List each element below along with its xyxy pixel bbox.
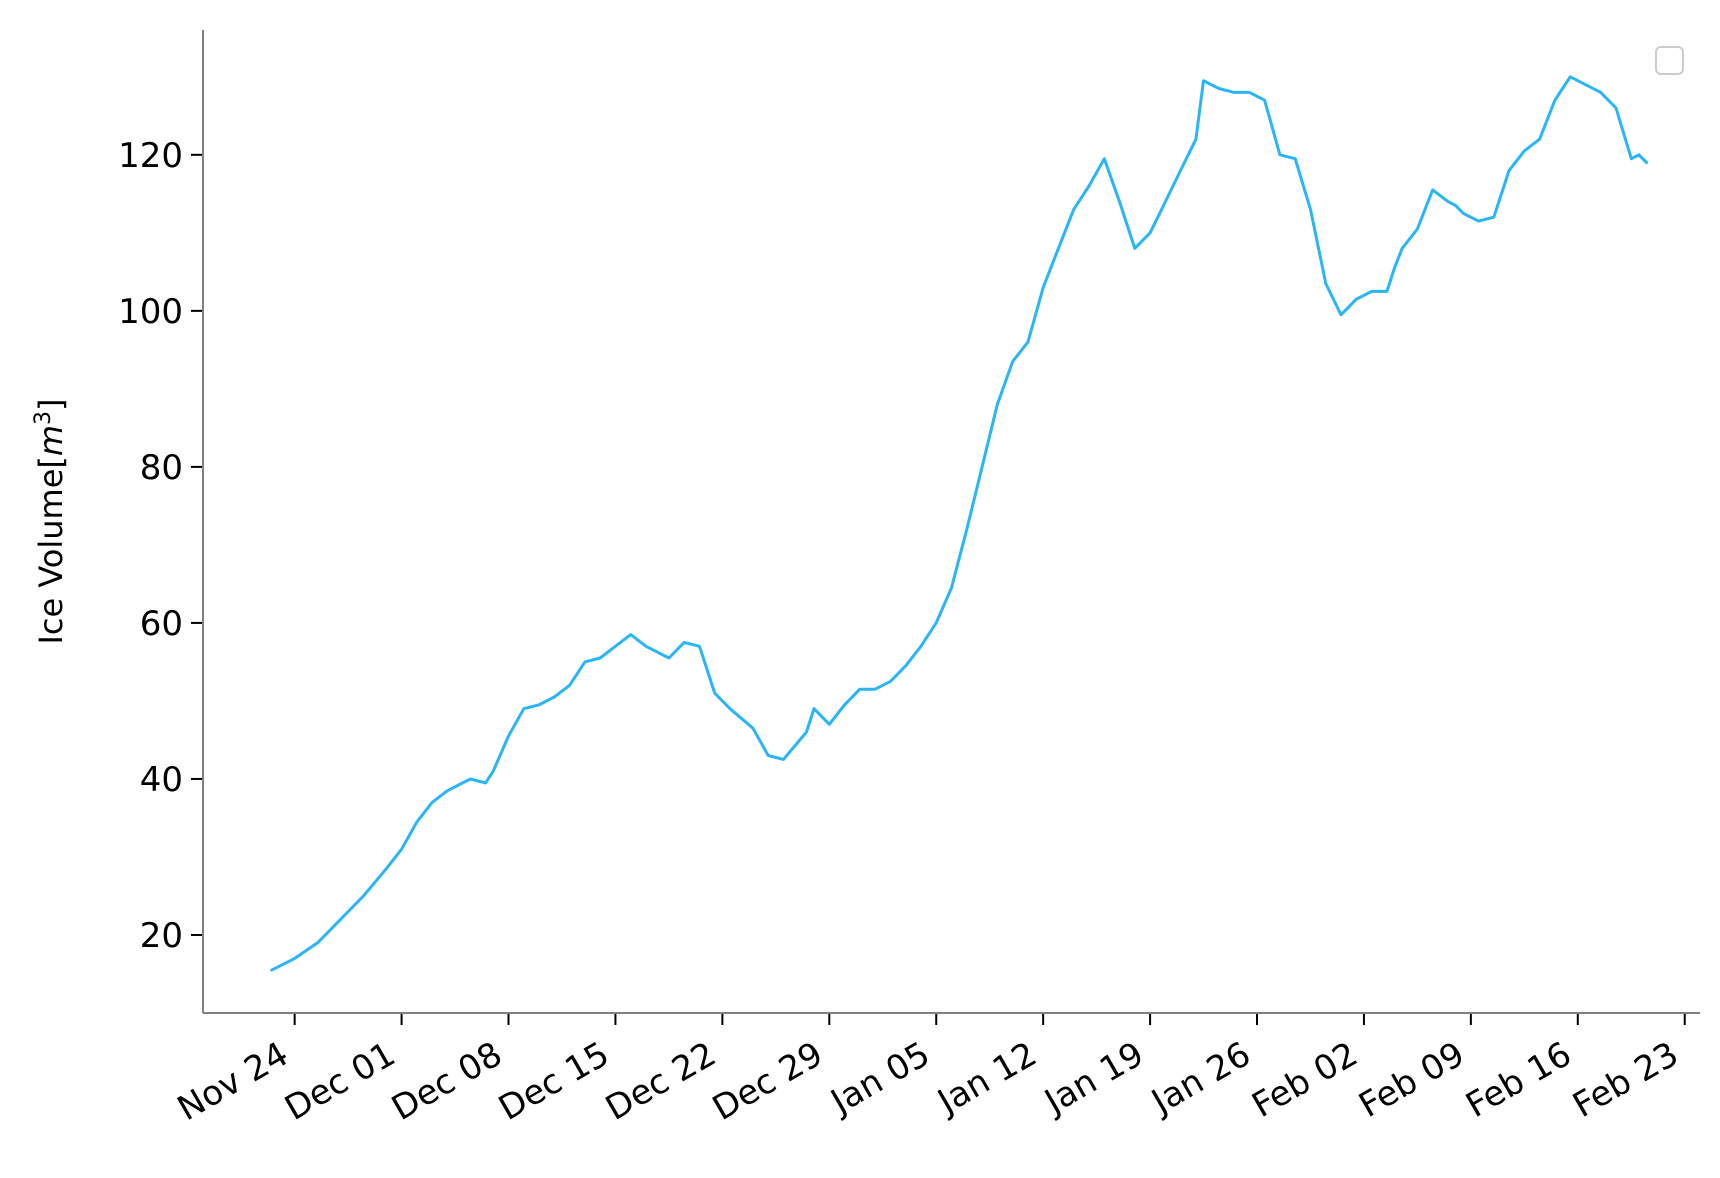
y-tick-label: 40 <box>140 760 183 800</box>
y-axis-label: Ice Volume[m3] <box>31 398 71 644</box>
x-tick-label: Dec 01 <box>278 1034 402 1129</box>
y-tick-label: 60 <box>140 604 183 644</box>
y-tick-label: 80 <box>140 448 183 488</box>
x-tick-label: Feb 09 <box>1352 1034 1471 1126</box>
x-tick-label: Feb 23 <box>1566 1034 1685 1126</box>
x-tick-label: Feb 02 <box>1245 1034 1364 1126</box>
y-tick-label: 20 <box>140 916 183 956</box>
legend-box <box>1655 46 1684 75</box>
x-tick-label: Nov 24 <box>171 1034 295 1129</box>
x-tick-label: Dec 08 <box>385 1034 509 1129</box>
y-axis-label-close: ] <box>32 398 70 410</box>
x-tick-label: Jan 19 <box>1037 1034 1151 1123</box>
y-axis-label-main: Ice Volume[ <box>32 456 70 644</box>
x-tick-label: Dec 29 <box>706 1034 830 1129</box>
x-tick-label: Dec 22 <box>599 1034 723 1129</box>
y-axis-label-exponent: 3 <box>31 411 56 425</box>
x-tick-label: Jan 05 <box>823 1034 937 1123</box>
y-tick-label: 120 <box>118 136 183 176</box>
y-axis-label-unit: m <box>32 425 70 456</box>
x-tick-label: Feb 16 <box>1459 1034 1578 1126</box>
y-tick-label: 100 <box>118 292 183 332</box>
series-line <box>270 75 1648 972</box>
x-tick-label: Jan 12 <box>930 1034 1044 1123</box>
y-axis-ticks: 20 40 60 80 100 120 <box>118 136 203 956</box>
x-tick-label: Dec 15 <box>492 1034 616 1129</box>
x-tick-label: Jan 26 <box>1144 1034 1258 1123</box>
plot-area <box>270 75 1648 972</box>
